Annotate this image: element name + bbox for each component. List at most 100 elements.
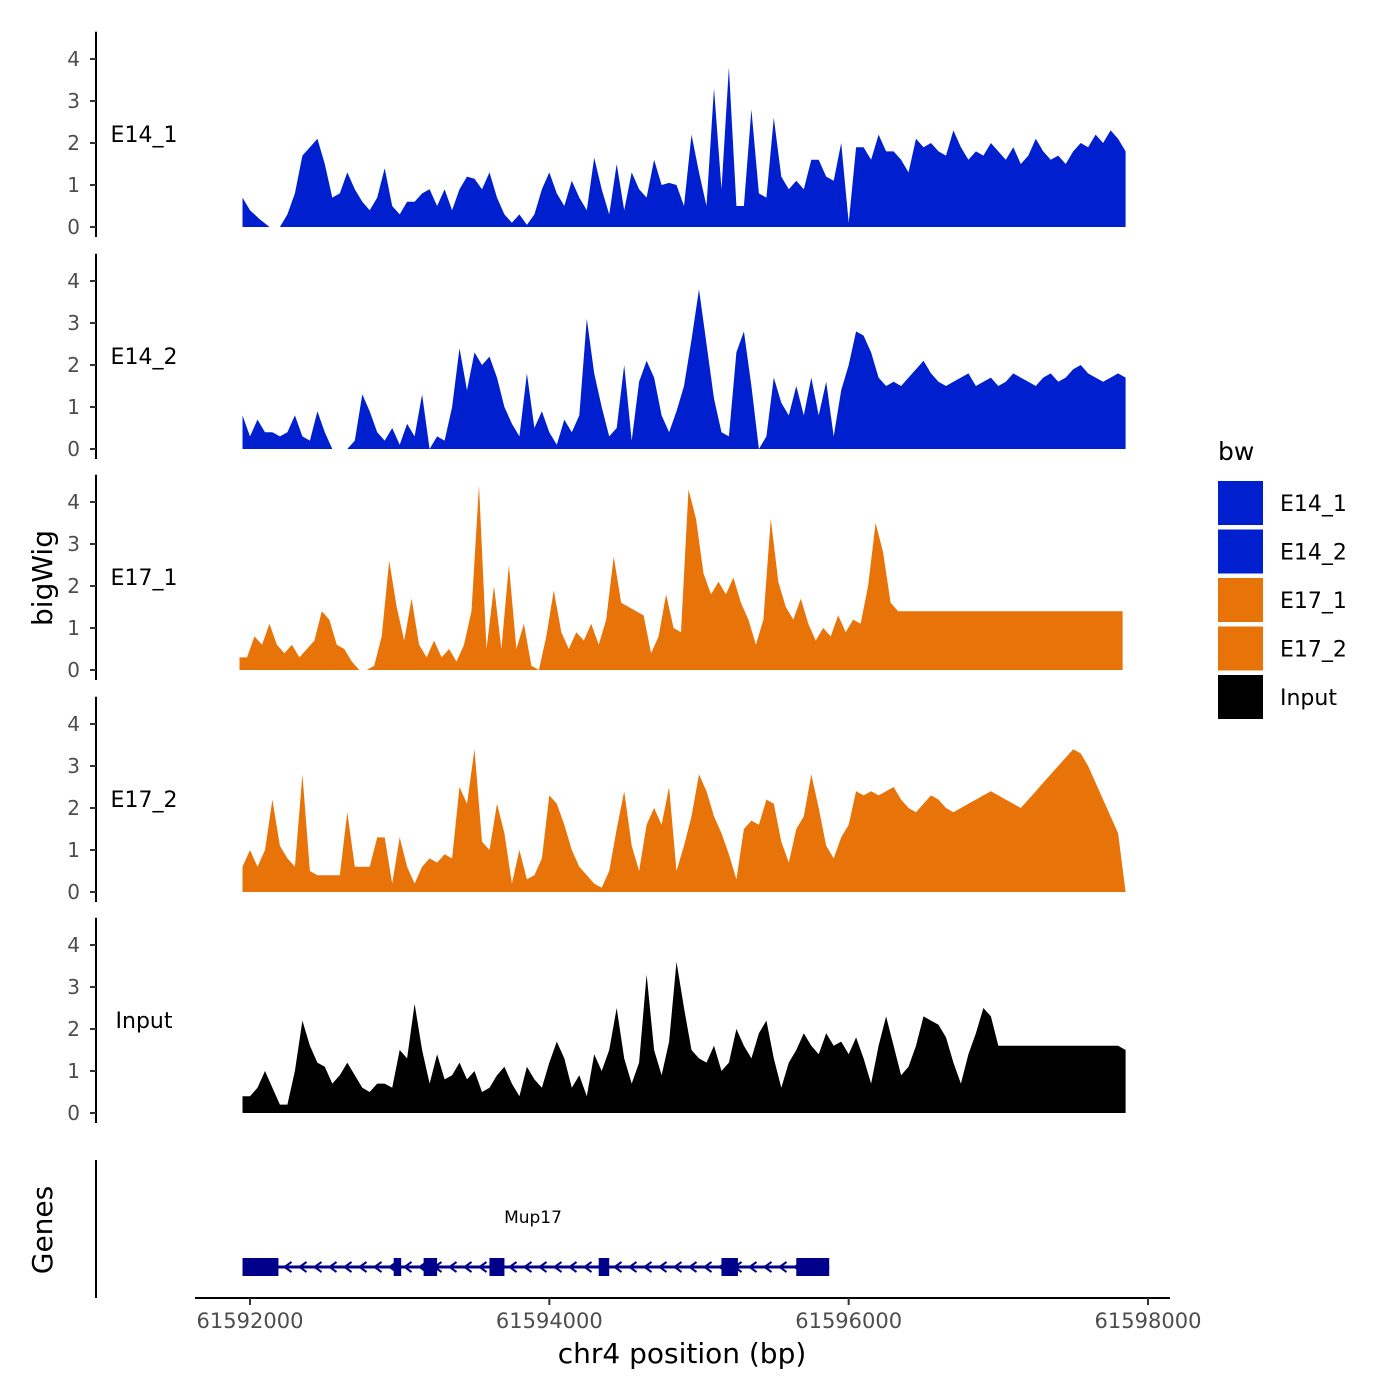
gene-exon: [796, 1258, 830, 1276]
y-tick-label: 3: [67, 89, 80, 113]
y-tick-label: 2: [67, 1017, 80, 1041]
y-tick-label: 4: [67, 933, 80, 957]
x-tick-label: 61596000: [795, 1309, 902, 1333]
x-tick-label: 61592000: [197, 1309, 304, 1333]
genes-panel: Genes Mup17: [26, 1160, 830, 1298]
y-tick-label: 0: [67, 880, 80, 904]
strand-arrow: [372, 1261, 383, 1273]
strand-arrow: [672, 1261, 683, 1273]
x-axis-title: chr4 position (bp): [558, 1337, 807, 1370]
gene-exon: [489, 1258, 505, 1276]
legend-swatch: [1218, 529, 1263, 574]
strand-arrow: [342, 1261, 353, 1273]
track-label: E14_1: [111, 123, 178, 148]
legend-item-e14-1: E14_1: [1218, 481, 1347, 525]
y-tick-label: 4: [67, 269, 80, 293]
strand-arrow: [327, 1261, 338, 1273]
y-tick-label: 1: [67, 1059, 80, 1083]
y-tick-label: 0: [67, 215, 80, 239]
legend-item-e17-1: E17_1: [1218, 578, 1347, 622]
strand-arrow: [747, 1261, 758, 1273]
y-axis-title: bigWig: [26, 530, 59, 626]
legend-label: E17_2: [1280, 638, 1347, 663]
gene-exon: [598, 1258, 610, 1276]
x-tick-label: 61598000: [1095, 1309, 1202, 1333]
y-tick-label: 2: [67, 131, 80, 155]
strand-arrow: [522, 1261, 533, 1273]
strand-arrow: [282, 1261, 293, 1273]
strand-arrow: [402, 1261, 413, 1273]
legend-swatch: [1218, 578, 1263, 622]
y-tick-label: 0: [67, 658, 80, 682]
y-tick-label: 2: [67, 353, 80, 377]
strand-arrow: [477, 1261, 488, 1273]
y-tick-label: 1: [67, 616, 80, 640]
strand-arrow: [762, 1261, 773, 1273]
gene-model: [242, 1258, 830, 1276]
y-tick-label: 2: [67, 574, 80, 598]
legend-label: E14_1: [1280, 492, 1347, 517]
track-label: E14_2: [111, 345, 178, 370]
track-label: E17_1: [111, 566, 178, 591]
legend-title: bw: [1218, 437, 1254, 466]
legend-label: E14_2: [1280, 541, 1347, 566]
area-e14-1: [242, 67, 1126, 228]
legend: bw E14_1 E14_2 E17_1 E17_2 Input: [1218, 437, 1347, 719]
y-tick-label: 4: [67, 490, 80, 514]
y-tick-label: 2: [67, 796, 80, 820]
track-label: E17_2: [111, 788, 178, 813]
y-tick-label: 3: [67, 754, 80, 778]
y-tick-label: 0: [67, 1101, 80, 1125]
strand-arrow: [627, 1261, 638, 1273]
track-e17-2: 0 1 2 3 4 E17_2: [67, 696, 1126, 904]
strand-arrow: [507, 1261, 518, 1273]
strand-arrow: [537, 1261, 548, 1273]
gene-exon: [423, 1258, 438, 1276]
x-axis: 61592000 61594000 61596000 61598000: [195, 1297, 1202, 1333]
y-tick-label: 4: [67, 712, 80, 736]
legend-item-input: Input: [1218, 675, 1337, 719]
legend-swatch: [1218, 675, 1263, 719]
y-tick-label: 0: [67, 437, 80, 461]
legend-swatch: [1218, 626, 1263, 671]
x-tick-label: 61594000: [496, 1309, 603, 1333]
gene-label: Mup17: [504, 1208, 562, 1228]
track-panels: 0 1 2 3 4 E14_1 0 1 2 3 4 E14_2 0 1 2 3 4 E17_1 0 1 2 3 4 E17_2…: [67, 31, 1126, 1125]
legend-item-e14-2: E14_2: [1218, 529, 1347, 574]
strand-arrow: [612, 1261, 623, 1273]
strand-arrow: [567, 1261, 578, 1273]
y-tick-label: 3: [67, 311, 80, 335]
genes-panel-title: Genes: [26, 1186, 59, 1274]
gene-exon: [721, 1258, 738, 1276]
strand-arrow: [702, 1261, 713, 1273]
y-tick-label: 3: [67, 975, 80, 999]
strand-arrow: [777, 1261, 788, 1273]
area-e17-1: [239, 485, 1123, 670]
strand-arrow: [687, 1261, 698, 1273]
track-e14-2: 0 1 2 3 4 E14_2: [67, 253, 1126, 461]
gene-exon: [393, 1258, 402, 1276]
area-e14-2: [242, 289, 1126, 449]
y-tick-label: 1: [67, 838, 80, 862]
legend-label: Input: [1280, 686, 1337, 711]
strand-arrow: [462, 1261, 473, 1273]
track-e17-1: 0 1 2 3 4 E17_1: [67, 474, 1123, 682]
legend-label: E17_1: [1280, 589, 1347, 614]
y-tick-label: 1: [67, 173, 80, 197]
area-e17-2: [242, 749, 1126, 892]
area-input: [242, 961, 1126, 1113]
strand-arrow: [357, 1261, 368, 1273]
y-tick-label: 4: [67, 47, 80, 71]
track-input: 0 1 2 3 4 Input: [67, 917, 1126, 1125]
strand-arrow: [582, 1261, 593, 1273]
strand-arrow: [447, 1261, 458, 1273]
strand-arrow: [642, 1261, 653, 1273]
legend-item-e17-2: E17_2: [1218, 626, 1347, 671]
gene-exon: [242, 1258, 279, 1276]
track-label: Input: [116, 1009, 173, 1034]
strand-arrow: [552, 1261, 563, 1273]
strand-arrow: [312, 1261, 323, 1273]
legend-swatch: [1218, 481, 1263, 525]
strand-arrow: [297, 1261, 308, 1273]
